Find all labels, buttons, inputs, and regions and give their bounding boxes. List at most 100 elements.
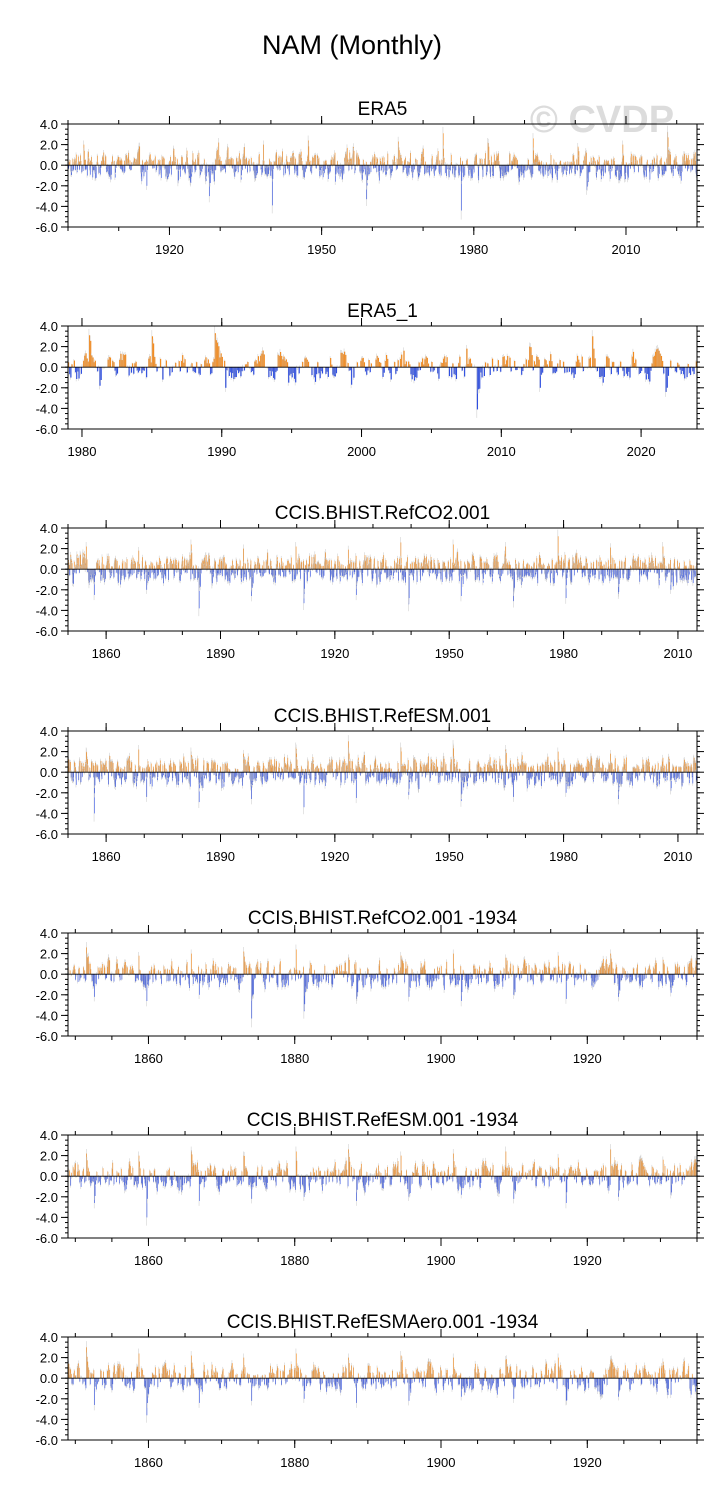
bar-negative: [412, 165, 414, 173]
bar-negative: [621, 165, 622, 177]
bar-positive: [293, 156, 295, 166]
bar-positive: [182, 566, 184, 570]
bar-positive: [330, 357, 332, 368]
bar-positive: [396, 158, 398, 166]
bar-negative: [290, 367, 292, 374]
bar-negative: [628, 165, 629, 178]
bar-positive: [497, 155, 499, 166]
bar-negative: [149, 569, 150, 577]
bar-positive: [325, 160, 326, 166]
bar-positive: [165, 360, 168, 368]
bar-negative: [210, 165, 211, 183]
bar-positive: [553, 159, 555, 166]
bar-negative: [291, 367, 293, 378]
bar-positive: [687, 363, 689, 368]
bar-negative: [601, 165, 603, 176]
bar-negative: [138, 569, 139, 573]
bar-positive: [641, 156, 643, 166]
bar-negative: [213, 569, 215, 573]
bar-positive: [90, 160, 92, 166]
bar-negative: [202, 165, 203, 169]
bar-negative: [180, 165, 182, 170]
bar-positive: [150, 159, 152, 166]
bar-negative: [89, 569, 90, 583]
bar-positive: [460, 157, 461, 166]
bar-positive: [525, 359, 527, 368]
bar-positive: [288, 560, 289, 570]
bar-positive: [247, 362, 249, 368]
bar-positive: [117, 159, 118, 166]
bar-positive: [306, 359, 308, 368]
bar-negative: [121, 165, 122, 170]
bar-positive: [217, 342, 219, 368]
bar-negative: [437, 367, 439, 374]
bar-negative: [327, 367, 329, 377]
bar-negative: [283, 569, 284, 577]
bar-negative: [348, 165, 350, 171]
bar-negative: [461, 165, 462, 211]
bar-negative: [476, 367, 479, 410]
bar-negative: [648, 367, 650, 380]
bar-positive: [563, 162, 565, 166]
bar-negative: [671, 165, 673, 173]
bar-negative: [658, 165, 660, 174]
bar-negative: [149, 569, 151, 578]
bar-positive: [214, 333, 216, 368]
bar-positive: [309, 160, 311, 166]
bar-positive: [658, 350, 660, 368]
bar-negative: [532, 367, 534, 371]
x-tick-label: 2010: [487, 444, 516, 459]
bar-positive: [196, 565, 197, 570]
bar-positive: [280, 157, 282, 166]
bar-negative: [510, 367, 512, 372]
bar-positive: [270, 565, 272, 570]
bar-negative: [404, 165, 406, 168]
bar-negative: [651, 165, 653, 173]
bar-positive: [237, 161, 238, 166]
bar-positive: [635, 157, 637, 166]
bar-positive: [245, 563, 246, 570]
bar-negative: [139, 367, 141, 371]
bar-positive: [289, 162, 291, 166]
bar-negative: [136, 367, 138, 371]
bar-positive: [537, 156, 539, 166]
bar-positive: [116, 560, 118, 570]
bar-negative: [220, 165, 222, 172]
bar-positive: [98, 560, 100, 570]
bar-negative: [124, 569, 125, 580]
bar-positive: [184, 359, 186, 368]
bar-positive: [606, 356, 608, 368]
bar-positive: [498, 153, 499, 166]
bar-positive: [639, 158, 641, 166]
bar-negative: [164, 569, 166, 576]
bar-negative: [438, 367, 440, 379]
bar-negative: [416, 367, 418, 378]
bar-negative: [243, 367, 246, 371]
bar-positive: [152, 563, 154, 570]
bar-negative: [193, 367, 195, 372]
panel-title: ERA5: [358, 99, 408, 120]
bar-negative: [650, 165, 651, 170]
bar-negative: [76, 367, 78, 379]
bar-negative: [143, 367, 145, 371]
bar-positive: [578, 151, 580, 166]
bar-negative: [252, 367, 254, 371]
bar-positive: [154, 356, 156, 368]
bar-negative: [235, 367, 237, 378]
bar-negative: [185, 165, 186, 174]
bar-negative: [572, 367, 574, 373]
bar-positive: [129, 160, 131, 166]
bar-positive: [584, 156, 585, 166]
bar-negative: [214, 165, 216, 171]
bar-positive: [315, 154, 316, 166]
bar-negative: [120, 165, 122, 169]
y-tick-label: -2.0: [36, 381, 58, 396]
bar-positive: [688, 160, 690, 166]
bar-positive: [274, 161, 275, 166]
bar-negative: [461, 165, 463, 181]
bar-negative: [599, 367, 601, 377]
bar-positive: [408, 361, 410, 368]
y-tick-label: -6.0: [36, 422, 58, 437]
bar-positive: [112, 360, 114, 368]
bar-negative: [545, 165, 547, 171]
